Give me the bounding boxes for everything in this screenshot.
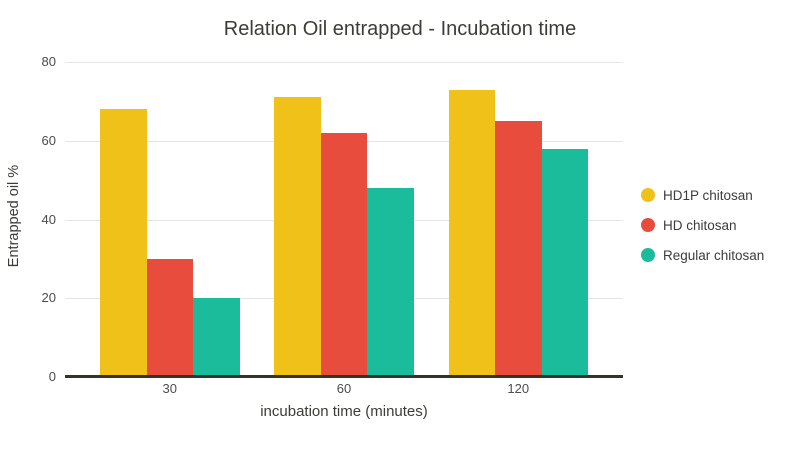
x-tick-label-30: 30 [162, 381, 177, 396]
x-axis-title: incubation time (minutes) [260, 403, 428, 420]
gridline-y-80 [65, 62, 623, 63]
legend-label: Regular chitosan [663, 247, 765, 263]
bar-regular-chitosan-30 [193, 298, 240, 377]
legend: HD1P chitosan HD chitosan Regular chitosan [641, 186, 764, 276]
bar-regular-chitosan-60 [367, 188, 414, 377]
bar-regular-chitosan-120 [541, 148, 588, 377]
legend-marker-icon [641, 188, 655, 202]
legend-label: HD1P chitosan [663, 187, 753, 203]
legend-item-regular-chitosan: Regular chitosan [641, 246, 764, 264]
bar-hd-chitosan-120 [495, 121, 542, 377]
plot-area [65, 62, 623, 377]
legend-marker-icon [641, 248, 655, 262]
legend-item-hd1p-chitosan: HD1P chitosan [641, 186, 764, 204]
y-tick-label-80: 80 [41, 54, 56, 69]
x-tick-label-120: 120 [507, 381, 530, 396]
bar-hd-chitosan-30 [146, 258, 193, 377]
y-tick-label-20: 20 [41, 290, 56, 306]
bar-hd-chitosan-60 [320, 132, 368, 377]
y-tick-label-60: 60 [41, 132, 56, 148]
legend-item-hd-chitosan: HD chitosan [641, 216, 764, 234]
bar-hd1p-chitosan-120 [448, 89, 495, 377]
y-tick-label-40: 40 [41, 211, 56, 227]
y-tick-label-0: 0 [48, 369, 56, 384]
bar-hd1p-chitosan-30 [100, 109, 147, 377]
x-tick-label-60: 60 [336, 381, 352, 396]
bar-hd1p-chitosan-60 [274, 97, 321, 377]
legend-label: HD chitosan [663, 217, 737, 233]
x-axis-line [65, 375, 623, 378]
legend-marker-icon [641, 218, 655, 232]
chart-title: Relation Oil entrapped - Incubation time [223, 18, 577, 40]
